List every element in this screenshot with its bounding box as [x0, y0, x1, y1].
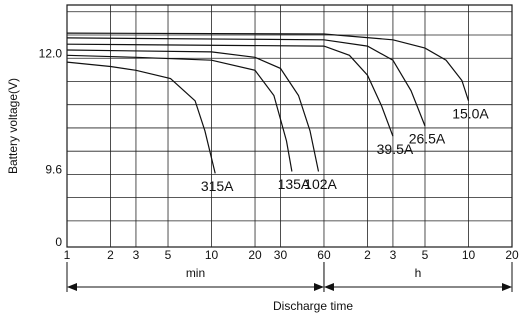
- x-tick-label: 20: [505, 248, 519, 262]
- x-axis-label: Discharge time: [273, 299, 353, 313]
- discharge-curve: [66, 43, 394, 137]
- discharge-curve: [66, 32, 470, 101]
- discharge-curve: [66, 54, 293, 172]
- x-tick-label: 10: [205, 248, 219, 262]
- y-tick-label: 9.6: [45, 163, 62, 177]
- x-tick-label: 10: [462, 248, 476, 262]
- x-tick-label: 2: [107, 248, 114, 262]
- x-tick-label: 3: [390, 248, 397, 262]
- x-tick-label: 5: [165, 248, 172, 262]
- discharge-curve: [66, 49, 320, 172]
- x-tick-label: 60: [317, 248, 331, 262]
- x-tick-label: 20: [248, 248, 262, 262]
- curve-label: 135A: [278, 176, 311, 192]
- curve-label: 15.0A: [452, 106, 489, 122]
- curve-label: 39.5A: [377, 141, 414, 157]
- y-tick-label: 0: [55, 235, 62, 249]
- x-tick-label: 5: [422, 248, 429, 262]
- discharge-curve: [66, 61, 216, 174]
- curve-label: 315A: [201, 178, 234, 194]
- y-axis-label: Battery voltage(V): [6, 78, 20, 174]
- x-tick-label: 30: [274, 248, 288, 262]
- x-tick-label: 3: [133, 248, 140, 262]
- curve-label: 26.5A: [409, 131, 446, 147]
- section-label: h: [415, 266, 422, 280]
- x-tick-label: 2: [364, 248, 371, 262]
- y-tick-label: 12.0: [39, 46, 63, 60]
- x-tick-label: 1: [64, 248, 71, 262]
- section-label: min: [186, 266, 205, 280]
- discharge-curve: [66, 37, 426, 127]
- curve-label: 102A: [304, 176, 337, 192]
- plot-frame: [66, 4, 513, 248]
